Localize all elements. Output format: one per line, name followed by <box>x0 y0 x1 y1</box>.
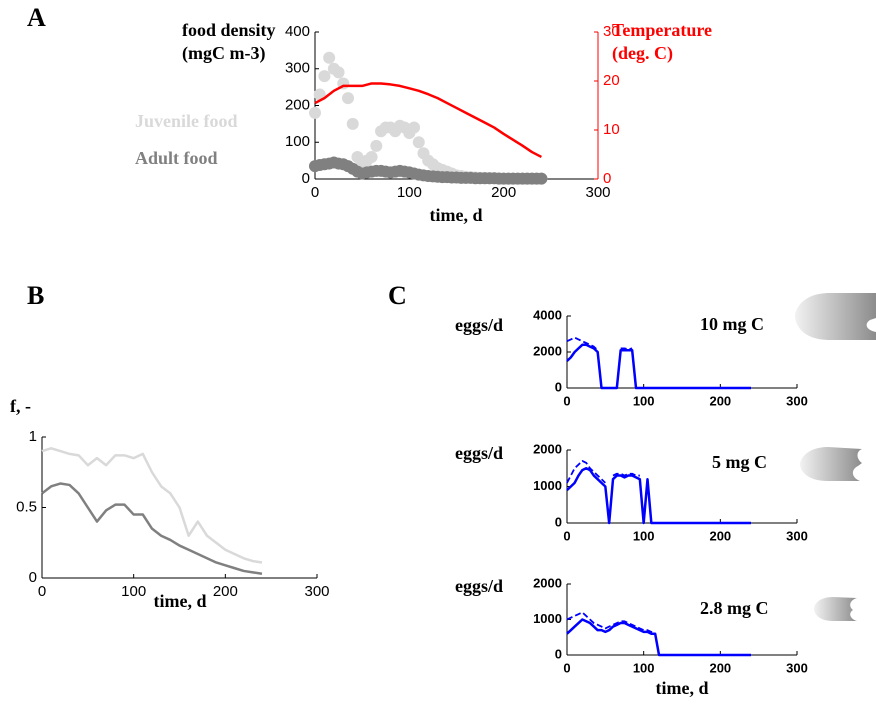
data-point <box>412 136 425 149</box>
x-axis-label: time, d <box>656 678 709 698</box>
data-line <box>566 467 751 525</box>
y2-axis-label: Temperature <box>612 20 712 40</box>
x-tick-label: 200 <box>491 184 516 201</box>
data-point <box>323 51 336 64</box>
x-tick-label: 0 <box>563 528 570 543</box>
data-point <box>365 150 378 163</box>
y-tick-label: 0 <box>302 170 310 187</box>
y-tick-label: 1 <box>29 428 37 445</box>
x-tick-label: 100 <box>633 393 655 408</box>
y2-tick-label: 30 <box>603 23 620 40</box>
y-tick-label: 1000 <box>533 611 562 626</box>
body-icon-medium <box>800 447 862 481</box>
body-icon-small <box>814 597 857 621</box>
x-axis-label: time, d <box>154 591 207 611</box>
data-point <box>313 88 326 101</box>
data-line <box>41 482 263 576</box>
x-tick-label: 100 <box>633 660 655 675</box>
y-tick-label: 0.5 <box>16 498 37 515</box>
x-tick-label: 0 <box>563 393 570 408</box>
x-tick-label: 0 <box>38 583 46 600</box>
y-tick-label: 0 <box>555 646 562 661</box>
y2-tick-label: 10 <box>603 121 620 138</box>
y2-tick-label: 0 <box>603 170 611 187</box>
data-point <box>408 121 421 134</box>
y-axis-label: (mgC m-3) <box>182 43 265 64</box>
y-axis-label: f, - <box>10 396 31 416</box>
y-tick-label: 4000 <box>533 307 562 322</box>
annotation: 2.8 mg C <box>700 598 769 618</box>
data-line <box>566 336 633 351</box>
panel-label: A <box>27 3 46 32</box>
x-tick-label: 200 <box>213 583 238 600</box>
x-tick-label: 200 <box>709 660 731 675</box>
y-axis-label: eggs/d <box>455 315 503 335</box>
y-tick-label: 0 <box>555 514 562 529</box>
y-tick-label: 0 <box>555 379 562 394</box>
y2-tick-label: 20 <box>603 72 620 89</box>
data-line <box>566 618 751 657</box>
y-tick-label: 2000 <box>533 575 562 590</box>
x-tick-label: 300 <box>304 583 329 600</box>
data-line <box>314 82 542 159</box>
x-tick-label: 300 <box>786 528 808 543</box>
y-axis-label: eggs/d <box>455 443 503 463</box>
y2-axis-label: (deg. C) <box>612 43 673 64</box>
body-icon-large <box>795 293 876 340</box>
x-tick-label: 100 <box>633 528 655 543</box>
data-line <box>566 343 751 390</box>
x-tick-label: 100 <box>397 184 422 201</box>
y-tick-label: 400 <box>285 23 310 40</box>
data-line <box>567 461 648 483</box>
panel-label: C <box>388 281 407 310</box>
x-tick-label: 100 <box>121 583 146 600</box>
y-axis-label: eggs/d <box>455 576 503 596</box>
y-tick-label: 1000 <box>533 478 562 493</box>
y-tick-label: 100 <box>285 133 310 150</box>
data-line <box>41 447 263 564</box>
data-point <box>318 70 331 83</box>
data-line <box>566 611 656 633</box>
annotation: 5 mg C <box>712 452 767 472</box>
data-point <box>535 172 548 185</box>
x-tick-label: 300 <box>786 660 808 675</box>
panel-label: B <box>27 281 44 310</box>
y-tick-label: 300 <box>285 60 310 77</box>
y-tick-label: 0 <box>29 569 37 586</box>
y-tick-label: 2000 <box>533 343 562 358</box>
x-tick-label: 0 <box>563 660 570 675</box>
data-point <box>370 139 383 152</box>
legend-entry: Juvenile food <box>135 111 238 131</box>
x-axis-label: time, d <box>430 205 483 225</box>
data-point <box>342 92 355 105</box>
x-tick-label: 200 <box>709 393 731 408</box>
x-tick-label: 300 <box>585 184 610 201</box>
x-tick-label: 300 <box>786 393 808 408</box>
y-tick-label: 2000 <box>533 441 562 456</box>
x-tick-label: 200 <box>709 528 731 543</box>
data-point <box>346 117 359 130</box>
annotation: 10 mg C <box>700 314 764 334</box>
data-point <box>332 66 345 79</box>
legend-entry: Adult food <box>135 148 218 168</box>
y-axis-label: food density <box>182 20 276 40</box>
y-tick-label: 200 <box>285 96 310 113</box>
x-tick-label: 0 <box>311 184 319 201</box>
data-point <box>309 106 321 119</box>
